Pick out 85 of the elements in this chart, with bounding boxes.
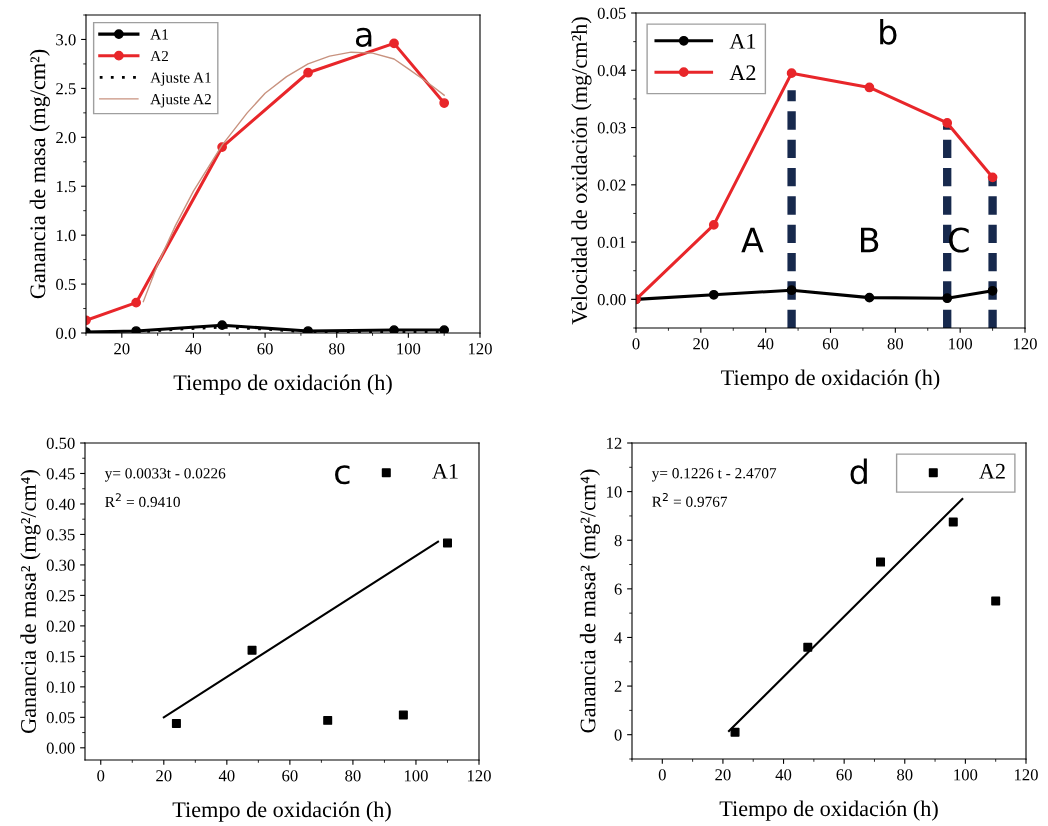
legend-label: A2 <box>150 50 168 62</box>
x-tick-label: 40 <box>185 343 202 355</box>
annotation: b <box>880 18 897 45</box>
y-tick-label: 4 <box>614 632 623 644</box>
y-axis-title: Ganancia de masa (mg/cm²) <box>29 49 50 299</box>
x-tick-label: 80 <box>897 769 913 781</box>
y-tick-label: 0.25 <box>46 590 75 602</box>
annotation: a <box>355 27 372 47</box>
x-tick-label: 120 <box>1013 338 1037 350</box>
x-tick-label: 20 <box>693 338 709 350</box>
legend-label: A2 <box>729 65 756 80</box>
x-tick-label: 40 <box>775 769 792 781</box>
y-tick-label: 10 <box>607 486 622 498</box>
y-tick-label: 0.05 <box>597 7 626 20</box>
y-tick-label: 0.02 <box>597 179 626 191</box>
x-axis-title: Tiempo de oxidación (h) <box>719 800 938 821</box>
x-tick-label: 100 <box>954 769 978 781</box>
y-tick-label: 3.0 <box>56 34 76 46</box>
x-tick-label: 80 <box>329 343 345 355</box>
x-axis-title: Tiempo de oxidación (h) <box>173 374 392 395</box>
y-tick-label: 0.20 <box>46 620 75 632</box>
y-tick-label: 0.30 <box>46 559 75 571</box>
annotation: B <box>861 227 879 253</box>
x-tick-label: 20 <box>715 769 731 781</box>
x-tick-label: 0 <box>632 338 640 350</box>
y-tick-label: 0.00 <box>597 294 626 306</box>
legend-label: A1 <box>729 33 756 49</box>
y-tick-label: 0.50 <box>46 437 75 450</box>
y-tick-label: 0.05 <box>46 712 75 724</box>
annotation: y= 0.1226 t - 2.4707 <box>651 468 777 482</box>
y-tick-label: 0.03 <box>597 122 626 134</box>
legend-label: Ajuste A2 <box>150 94 211 108</box>
x-tick-label: 120 <box>1014 769 1038 781</box>
y-axis-title: Ganancia de masa² (mg²/cm⁴) <box>579 469 601 733</box>
y-tick-label: 2.0 <box>56 132 76 144</box>
x-tick-label: 60 <box>822 338 839 350</box>
y-tick-label: 12 <box>607 437 622 449</box>
legend-label: A2 <box>979 463 1005 479</box>
x-tick-label: 80 <box>887 338 904 350</box>
x-tick-label: 120 <box>467 770 491 782</box>
y-tick-label: 2.5 <box>56 83 76 95</box>
annotation: y= 0.0033t - 0.0226 <box>104 468 226 482</box>
x-tick-label: 80 <box>345 770 361 782</box>
y-tick-label: 1.5 <box>56 181 76 193</box>
x-tick-label: 0 <box>658 769 666 781</box>
annotation: c <box>335 465 350 485</box>
y-tick-label: 0.04 <box>597 64 627 77</box>
legend-label: A1 <box>432 463 458 479</box>
y-tick-label: 6 <box>614 583 622 595</box>
x-tick-label: 60 <box>836 769 852 781</box>
x-tick-label: 120 <box>468 343 492 355</box>
y-tick-label: 0.40 <box>46 498 75 510</box>
x-tick-label: 40 <box>757 338 774 350</box>
y-tick-label: 0.10 <box>46 681 75 693</box>
y-axis-title: Velocidad de oxidación (mg/cm²h) <box>571 17 592 325</box>
x-tick-label: 20 <box>114 343 130 355</box>
x-tick-label: 60 <box>257 343 273 355</box>
annotation: R$^{2}$ = 0.9767 <box>652 492 728 507</box>
y-tick-label: 0.5 <box>56 278 76 291</box>
y-tick-label: 0.15 <box>46 651 75 663</box>
y-tick-label: 8 <box>614 534 622 547</box>
y-tick-label: 2 <box>614 680 622 692</box>
x-tick-label: 20 <box>156 770 172 782</box>
x-tick-label: 100 <box>949 338 973 350</box>
y-tick-label: 0 <box>614 729 622 741</box>
y-tick-label: 0.35 <box>46 529 75 541</box>
annotation: R$^{2}$ = 0.9410 <box>105 493 180 508</box>
x-tick-label: 100 <box>397 343 421 355</box>
x-tick-label: 100 <box>404 770 428 782</box>
annotation: d <box>850 458 867 485</box>
y-tick-label: 1.0 <box>56 229 76 242</box>
annotation: C <box>949 227 969 253</box>
y-tick-label: 0.45 <box>46 468 75 480</box>
legend-label: Ajuste A1 <box>150 72 211 86</box>
x-axis-title: Tiempo de oxidación (h) <box>172 801 391 822</box>
x-axis-title: Tiempo de oxidación (h) <box>721 369 940 390</box>
x-tick-label: 60 <box>282 770 298 782</box>
y-tick-label: 0.01 <box>597 236 626 249</box>
annotation: A <box>741 227 764 253</box>
y-tick-label: 0.00 <box>46 742 75 754</box>
legend-label: A1 <box>150 29 168 40</box>
y-axis-title: Ganancia de masa² (mg²/cm⁴) <box>20 470 41 733</box>
y-tick-label: 0.0 <box>56 327 76 340</box>
x-tick-label: 40 <box>218 770 235 782</box>
x-tick-label: 0 <box>97 770 105 782</box>
